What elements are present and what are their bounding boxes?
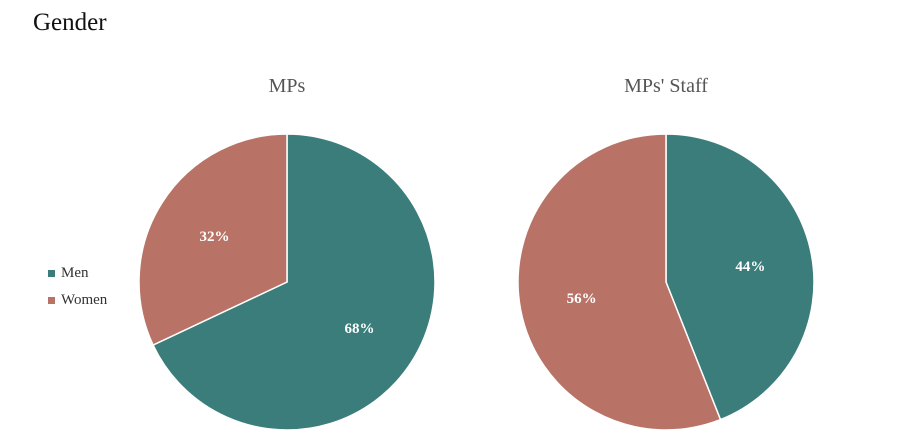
slice-label-men: 44% xyxy=(735,259,765,275)
pie-chart-1: MPs 68% 32% xyxy=(138,75,436,431)
legend-label-men: Men xyxy=(61,265,89,281)
pie-title: MPs xyxy=(269,75,306,97)
legend-swatch-men xyxy=(48,270,55,277)
pie-slice-women xyxy=(138,133,288,347)
pie-slice-women xyxy=(517,133,722,431)
legend-label-women: Women xyxy=(61,292,108,308)
legend-item-women: Women xyxy=(48,287,107,314)
legend-item-men: Men xyxy=(48,260,107,287)
slice-label-women: 56% xyxy=(567,291,597,307)
pie-chart-2: MPs' Staff 44% 56% xyxy=(517,75,815,431)
slice-label-women: 32% xyxy=(200,229,230,245)
legend: Men Women xyxy=(48,260,107,314)
pie-slice-men xyxy=(152,133,436,431)
pie-slice-men xyxy=(665,133,815,421)
legend-swatch-women xyxy=(48,297,55,304)
page-title: Gender xyxy=(33,9,107,36)
pie-title: MPs' Staff xyxy=(624,75,708,97)
slice-label-men: 68% xyxy=(344,321,374,337)
